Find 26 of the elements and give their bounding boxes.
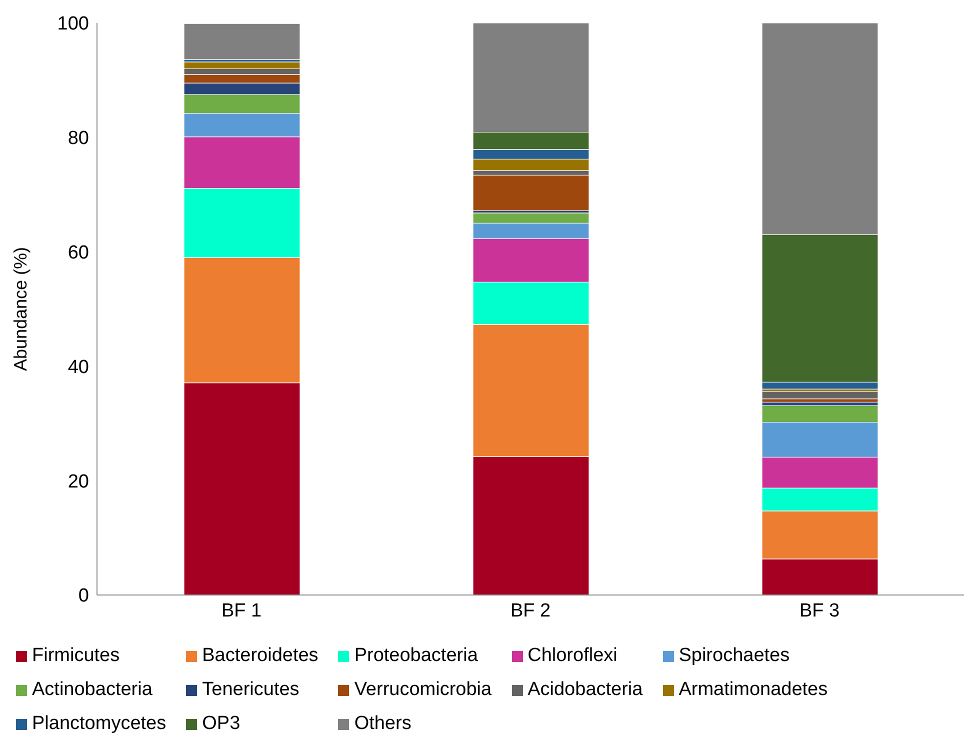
legend-label: Acidobacteria xyxy=(528,679,643,701)
y-axis-title: Abundance (%) xyxy=(10,246,30,372)
legend-label: Verrucomicrobia xyxy=(354,679,492,701)
legend-label: Armatimonadetes xyxy=(678,679,828,701)
legend-label: Bacteroidetes xyxy=(202,645,318,667)
y-tick-label: 40 xyxy=(68,356,89,378)
legend-label: Actinobacteria xyxy=(32,679,152,701)
y-tick-label: 20 xyxy=(68,471,89,492)
y-tick-label: 100 xyxy=(57,14,89,35)
y-tick-label: 80 xyxy=(68,128,89,150)
y-tick-label: 0 xyxy=(78,586,89,607)
x-tick-label: BF 3 xyxy=(799,600,840,622)
y-tick-label: 60 xyxy=(68,242,89,264)
legend-label: Spirochaetes xyxy=(678,645,790,667)
bar xyxy=(184,23,300,60)
legend-label: OP3 xyxy=(202,713,240,735)
legend-label: Others xyxy=(354,713,412,735)
legend-label: Proteobacteria xyxy=(354,645,478,667)
legend-label: Tenericutes xyxy=(202,679,300,701)
x-tick-label: BF 2 xyxy=(510,600,551,622)
legend-label: Chloroflexi xyxy=(528,645,618,667)
bar xyxy=(472,174,590,211)
legend-label: Planctomycetes xyxy=(32,713,166,735)
bar xyxy=(762,391,878,400)
x-tick-label: BF 1 xyxy=(221,600,262,622)
legend-label: Firmicutes xyxy=(32,645,120,667)
